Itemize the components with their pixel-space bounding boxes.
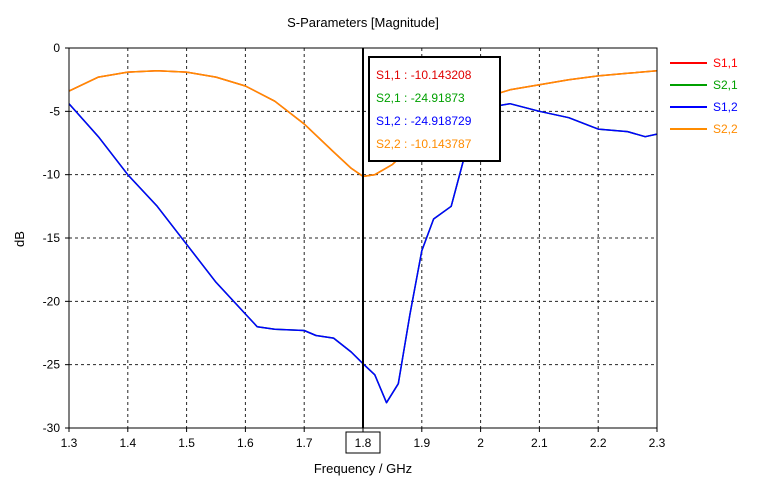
x-tick-label: 1.3 bbox=[61, 436, 78, 450]
y-axis-label: dB bbox=[12, 231, 27, 247]
marker-readout-text: S2,2 : -10.143787 bbox=[376, 137, 472, 151]
legend-label: S2,2 bbox=[713, 122, 738, 136]
y-tick-label: -10 bbox=[43, 168, 61, 182]
x-tick-label: 1.7 bbox=[296, 436, 313, 450]
marker-readout-text: S1,2 : -24.918729 bbox=[376, 114, 472, 128]
x-tick-label: 1.6 bbox=[237, 436, 254, 450]
y-tick-label: -20 bbox=[43, 294, 61, 308]
y-tick-label: -15 bbox=[43, 231, 61, 245]
chart-title: S-Parameters [Magnitude] bbox=[287, 15, 439, 30]
x-tick-label: 2.1 bbox=[531, 436, 548, 450]
marker-x-label: 1.8 bbox=[355, 436, 372, 450]
marker-readout-text: S2,1 : -24.91873 bbox=[376, 91, 465, 105]
legend-label: S2,1 bbox=[713, 78, 738, 92]
legend-label: S1,2 bbox=[713, 100, 738, 114]
y-tick-label: -5 bbox=[49, 104, 60, 118]
y-tick-label: -25 bbox=[43, 358, 61, 372]
series-line-s1-2 bbox=[68, 102, 658, 404]
x-tick-label: 2.3 bbox=[649, 436, 666, 450]
marker-x-label-box bbox=[345, 431, 381, 454]
y-tick-label: -30 bbox=[43, 421, 61, 435]
x-tick-label: 1.4 bbox=[119, 436, 136, 450]
legend-label: S1,1 bbox=[713, 56, 738, 70]
marker-readout-text: S1,1 : -10.143208 bbox=[376, 68, 472, 82]
x-tick-label: 1.5 bbox=[178, 436, 195, 450]
x-tick-label: 1.9 bbox=[413, 436, 430, 450]
y-tick-label: 0 bbox=[53, 41, 60, 55]
x-axis-label: Frequency / GHz bbox=[314, 461, 412, 476]
marker-readout-box bbox=[368, 56, 501, 162]
x-tick-label: 2 bbox=[477, 436, 484, 450]
x-tick-label: 2.2 bbox=[590, 436, 607, 450]
